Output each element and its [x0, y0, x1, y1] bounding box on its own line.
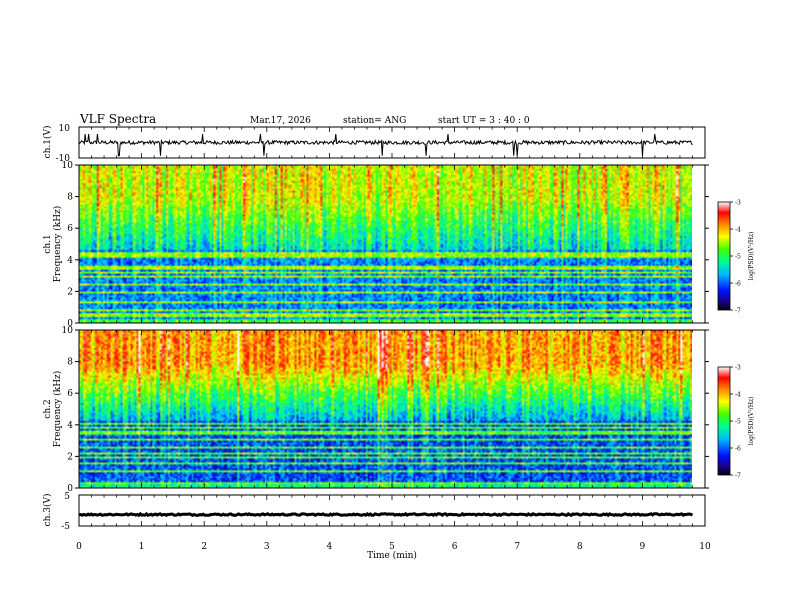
figure-title: VLF Spectra [79, 112, 156, 126]
time-tick-label-5: 5 [389, 542, 395, 552]
ch3-waveform-panel: 5 -5 ch.3(V) [42, 492, 706, 532]
ch1-cbtick-label-0: -3 [735, 200, 741, 207]
ch1-spec-ytick-label-2: 4 [67, 256, 73, 266]
ch1-spectrogram-heatmap [79, 165, 692, 323]
ch1-waveform-panel: 10 -10 ch.1(V) [42, 124, 706, 164]
time-tick-label-6: 6 [452, 542, 458, 552]
ch2-spec-ytick-label-0: 0 [67, 484, 73, 494]
time-tick-label-0: 0 [76, 542, 82, 552]
ch2-cbtick-label-1: -4 [735, 392, 741, 399]
ch2-cbtick-label-0: -3 [735, 365, 741, 372]
ch1-spec-ytick-label-4: 8 [67, 193, 73, 203]
ch3-waveform-trace [78, 511, 694, 518]
ch3-waveform-ylabel: ch.3(V) [42, 494, 53, 527]
ch2-spectrogram-panel: ch.2 Frequency (kHz) 0 2 4 6 8 10 [43, 326, 709, 494]
ch1-cbtick-label-1: -4 [735, 227, 741, 234]
ch1-cbtick-label-3: -6 [735, 281, 741, 288]
ch1-spec-ytick-label-1: 2 [67, 287, 73, 297]
station-label: station= ANG [343, 116, 406, 126]
ch2-cbtick-label-4: -7 [735, 473, 741, 480]
spec2-image [79, 330, 692, 488]
ch1-colorbar-gradient [717, 201, 731, 311]
time-tick-label-4: 4 [327, 542, 333, 552]
time-tick-label-2: 2 [201, 542, 207, 552]
ch3-ytick-bottom: -5 [61, 522, 70, 532]
time-x-axis: 0 1 2 3 4 5 6 7 8 9 10 [76, 127, 711, 552]
time-tick-label-9: 9 [640, 542, 646, 552]
time-axis-label: Time (min) [367, 550, 417, 561]
ch1-spec-ytick-label-3: 6 [67, 224, 73, 234]
time-tick-label-8: 8 [577, 542, 583, 552]
ch2-spec-ytick-label-1: 2 [67, 452, 73, 462]
time-tick-label-10: 10 [699, 542, 711, 552]
ch2-spec-ytick-label-2: 4 [67, 421, 73, 431]
ch1-waveform-trace [78, 133, 693, 157]
ch2-cbtick-label-2: -5 [735, 419, 741, 426]
ch2-colorbar: -3 -4 -5 -6 -7 log(PSD)(V²/Hz) [717, 365, 755, 480]
ch1-ytick-bottom: -10 [56, 154, 71, 164]
start-time-label: start UT = 3 : 40 : 0 [438, 116, 530, 126]
ch2-colorbar-gradient [717, 366, 731, 476]
date-label: Mar.17, 2026 [250, 116, 311, 126]
ch1-channel-label: ch.1 [43, 234, 53, 253]
time-tick-label-1: 1 [139, 542, 145, 552]
ch3-ytick-top: 5 [64, 492, 70, 502]
ch1-colorbar: -3 -4 -5 -6 -7 log(PSD)(V²/Hz) [717, 200, 755, 315]
ch2-spectrogram-heatmap [79, 330, 692, 488]
ch1-waveform-ylabel: ch.1(V) [42, 126, 53, 159]
ch2-spec-ytick-label-4: 8 [67, 358, 73, 368]
ch2-colorbar-label: log(PSD)(V²/Hz) [748, 397, 755, 446]
ch2-spec-ytick-label-5: 10 [62, 326, 74, 336]
ch2-channel-label: ch.2 [43, 399, 53, 418]
time-tick-label-3: 3 [264, 542, 270, 552]
ch1-cbtick-label-2: -5 [735, 254, 741, 261]
ch1-colorbar-label: log(PSD)(V²/Hz) [748, 232, 755, 281]
ch1-spec-ytick-label-5: 10 [62, 161, 74, 171]
ch2-cbtick-label-3: -6 [735, 446, 741, 453]
spec1-image [79, 165, 692, 323]
time-tick-label-7: 7 [514, 542, 520, 552]
ch1-ytick-top: 10 [59, 124, 71, 134]
ch1-cbtick-label-4: -7 [735, 308, 741, 315]
ch2-frequency-ylabel: Frequency (kHz) [52, 371, 63, 448]
ch2-spec-ytick-label-3: 6 [67, 389, 73, 399]
ch1-spectrogram-panel: ch.1 Frequency (kHz) 0 2 4 6 8 10 [43, 161, 709, 329]
ch1-frequency-ylabel: Frequency (kHz) [52, 206, 63, 283]
ch1-spec-ytick-label-0: 0 [67, 319, 73, 329]
